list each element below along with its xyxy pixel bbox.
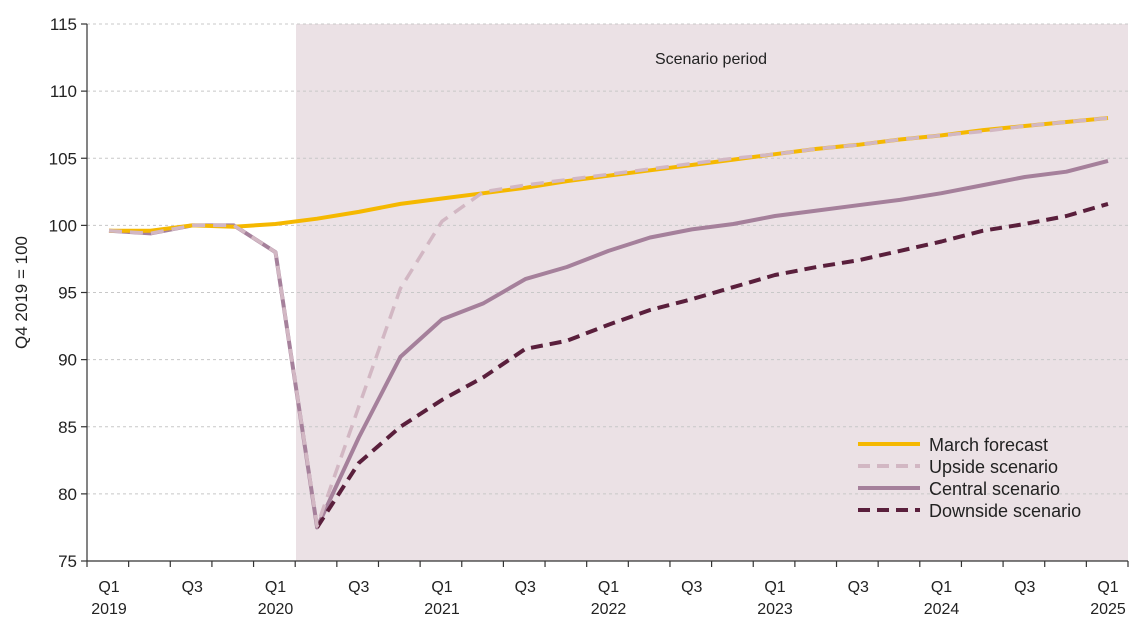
y-tick-label: 80: [58, 485, 77, 504]
series-line-upside-scenario: [108, 116, 1109, 528]
y-tick-label: 115: [50, 15, 77, 34]
x-tick-label-year: 2022: [591, 601, 627, 618]
x-tick-label-quarter: Q1: [265, 579, 286, 596]
axes: [81, 23, 1129, 567]
legend-label: Upside scenario: [929, 457, 1058, 477]
x-tick-label-quarter: Q3: [348, 579, 369, 596]
y-tick-labels: 75 80 85 90 95 100 105 110 115: [49, 15, 77, 571]
x-tick-label-quarter: Q3: [182, 579, 203, 596]
y-tick-label: 95: [58, 284, 77, 303]
x-tick-label-quarter: Q1: [431, 579, 452, 596]
x-tick-label-quarter: Q1: [98, 579, 119, 596]
series-lines: [108, 116, 1109, 530]
x-tick-label-quarter: Q1: [764, 579, 785, 596]
x-tick-label-quarter: Q1: [598, 579, 619, 596]
x-tick-label-year: 2024: [924, 601, 960, 618]
x-tick-label-year: 2025: [1090, 601, 1126, 618]
y-tick-label: 75: [58, 552, 77, 571]
y-tick-label: 105: [49, 149, 77, 168]
x-tick-label-quarter: Q3: [681, 579, 702, 596]
series-line-downside-scenario: [315, 201, 1109, 529]
x-tick-label-quarter: Q3: [515, 579, 536, 596]
y-tick-label: 85: [58, 418, 77, 437]
series-line-march-forecast: [109, 116, 1109, 233]
legend-label: March forecast: [929, 435, 1048, 455]
y-axis-label: Q4 2019 = 100: [12, 236, 31, 349]
x-tick-label-quarter: Q3: [848, 579, 869, 596]
y-tick-label: 90: [58, 351, 77, 370]
x-tick-label-year: 2020: [258, 601, 294, 618]
x-tick-label-year: 2023: [757, 601, 793, 618]
y-tick-label: 110: [50, 82, 77, 101]
y-tick-label: 100: [49, 216, 77, 235]
scenario-period-label: Scenario period: [655, 51, 767, 68]
x-tick-label-year: 2019: [91, 601, 127, 618]
x-tick-label-quarter: Q3: [1014, 579, 1035, 596]
x-tick-labels: Q1 2019 Q3 Q1 2020 Q3 Q1 2021 Q3 Q1 2022 Q3 Q1 2023 Q3…: [91, 579, 1126, 618]
x-tick-label-quarter: Q1: [1097, 579, 1118, 596]
legend-label: Central scenario: [929, 479, 1060, 499]
x-tick-label-quarter: Q1: [931, 579, 952, 596]
x-tick-label-year: 2021: [424, 601, 460, 618]
legend-label: Downside scenario: [929, 501, 1081, 521]
